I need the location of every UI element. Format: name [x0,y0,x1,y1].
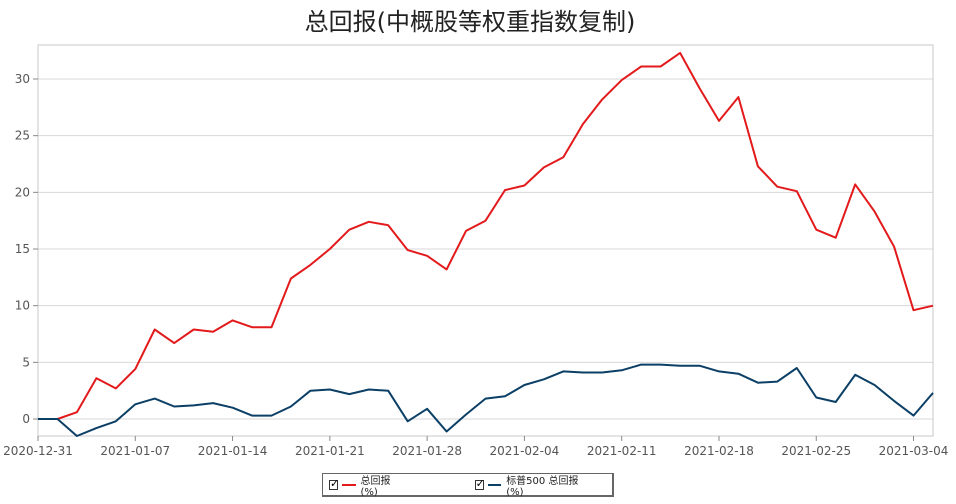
grid [38,78,933,420]
y-tick-label: 20 [15,185,30,199]
x-tick-label: 2021-01-28 [392,444,462,458]
x-tick-label: 2021-03-04 [879,444,949,458]
axes [37,44,934,437]
x-tick-label: 2021-02-04 [490,444,560,458]
y-tick-label: 0 [22,412,30,426]
y-tick-label: 10 [15,299,30,313]
legend-swatch [342,483,356,486]
series-line-0 [38,51,934,420]
x-tick-label: 2021-02-11 [587,444,657,458]
chart-title: 总回报(中概股等权重指数复制) [305,8,636,36]
x-tick-label: 2021-01-07 [100,444,170,458]
x-tick-label: 2021-01-21 [295,444,365,458]
legend: 总回报(%) 标普500 总回报(%) [322,472,614,498]
x-tick-label: 2021-02-25 [781,444,851,458]
legend-swatch [488,483,502,486]
plot-border [37,44,934,437]
series-line-1 [38,363,934,437]
y-tick-label: 25 [15,129,30,143]
y-tick-label: 15 [15,242,30,256]
y-tick-label: 30 [15,72,30,86]
y-tick-label: 5 [22,355,30,369]
series-lines [38,51,934,437]
x-tick-label: 2020-12-31 [3,444,73,458]
legend-item-sp500-total-return[interactable]: 标普500 总回报(%) [474,472,590,498]
legend-label: 标普500 总回报(%) [506,475,579,498]
x-tick-label: 2021-02-18 [684,444,754,458]
checkbox-icon[interactable] [329,477,340,490]
legend-item-total-return[interactable]: 总回报(%) [329,472,405,498]
legend-label: 总回报(%) [360,475,391,498]
x-tick-label: 2021-01-14 [198,444,268,458]
x-axis-ticks: 2020-12-31 2021-01-07 2021-01-14 2021-01-21… [3,436,948,458]
checkbox-icon[interactable] [474,477,485,490]
y-axis-ticks: 0 5 10 15 20 25 30 [15,72,38,426]
